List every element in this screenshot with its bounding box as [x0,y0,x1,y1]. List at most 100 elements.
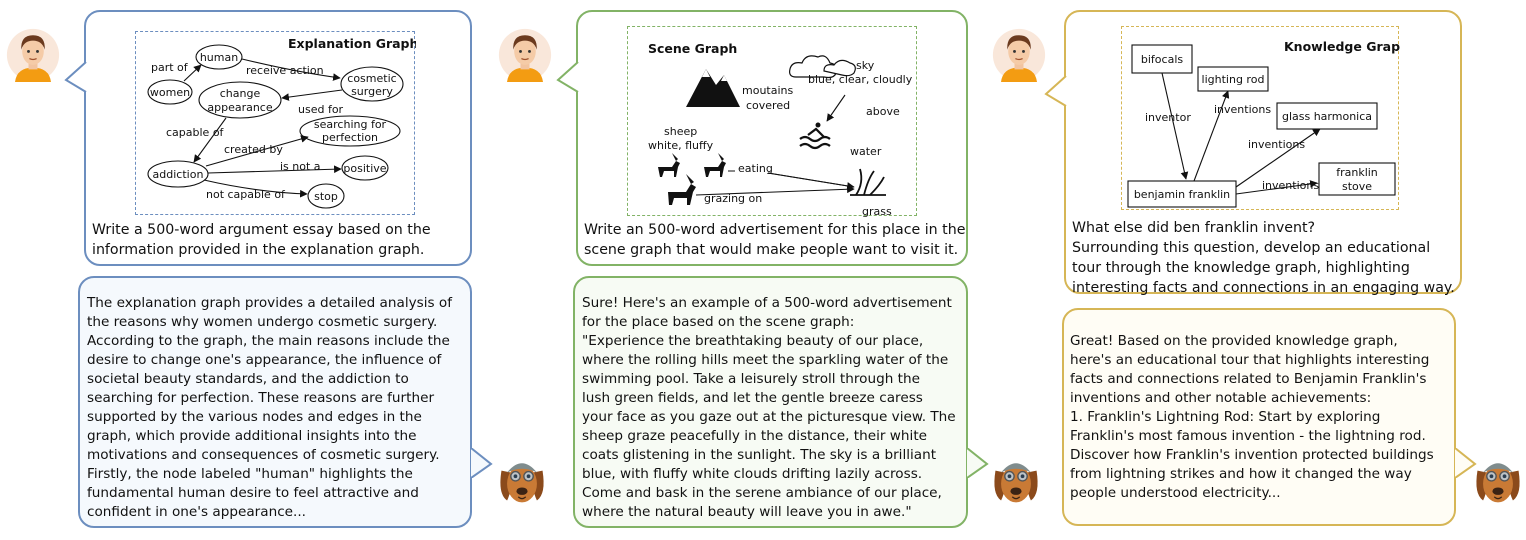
question-text-3: What else did ben franklin invent? Surro… [1072,220,1455,296]
edge-inventor-label: inventor [1145,111,1191,124]
question-text-1: Write a 500-word argument essay based on… [92,222,431,258]
bubble-tail [556,62,579,92]
bubble-tail [1044,76,1067,106]
edge-grazing-on-label: grazing on [704,192,762,205]
sky-attributes-label: blue, clear, cloudly [808,73,913,86]
edge-inventions-1 [1193,90,1230,182]
node-glass-harmonica-label: glass harmonica [1282,110,1372,123]
edge-inventions-1-label: inventions [1214,103,1271,116]
knowledge-graph-canvas: Knowledge Graph bifocals lighting rod gl… [1127,39,1400,208]
question-bubble-3: Knowledge Graph bifocals lighting rod gl… [1044,10,1462,296]
node-positive-label: positive [343,162,386,175]
graph-title: Explanation Graph [288,36,416,51]
mountains-label: moutains [742,84,793,97]
grass-icon [850,168,886,196]
edge-receive-action-label: receive action [246,64,324,77]
edge-created-by [205,135,309,167]
question-bubble-1: Explanation Graph human women cos [64,10,472,266]
sky-label: sky [856,59,875,72]
edge-not-capable-of-label: not capable of [206,188,286,201]
edge-receive-action [241,58,341,81]
scene-graph-canvas: Scene Graph moutains covered sky blue, c… [648,41,913,217]
edge-eating-arrow [767,172,855,190]
node-stove-label: stove [1342,180,1372,193]
answer-text-3: Great! Based on the provided knowledge g… [1070,333,1434,501]
edge-inventor [1161,72,1189,180]
covered-label: covered [746,99,790,112]
scene-graph: Scene Graph moutains covered sky blue, c… [627,26,917,217]
node-glass-harmonica [1276,102,1378,130]
question-text-2: Write an 500-word advertisement for this… [584,222,966,258]
node-bifocals [1131,44,1193,74]
edge-part-of [183,64,202,82]
edge-part-of-label: part of [151,61,189,74]
node-lighting-rod-label: lighting rod [1202,73,1265,86]
node-bifocals-label: bifocals [1141,53,1183,66]
graph-title: Knowledge Graph [1284,39,1400,54]
sheep-label: sheep [664,125,697,138]
question-bubble-2: Scene Graph moutains covered sky blue, c… [556,10,968,266]
bubble-tail [471,448,493,478]
node-franklin-stove [1318,162,1396,196]
edge-created-by-label: created by [224,143,283,156]
edge-inventions-3 [1235,180,1318,195]
user-avatar-icon [992,28,1046,82]
node-stop-label: stop [314,190,338,203]
answer-bubble-2: Sure! Here's an example of a 500-word ad… [573,276,989,528]
node-cosmetic-label: cosmetic [347,72,396,85]
water-label: water [850,145,882,158]
node-appearance-label: appearance [207,101,272,114]
edge-above [826,94,846,122]
node-cosmetic-surgery [340,66,404,102]
dog-robot-avatar-icon [494,452,550,508]
explanation-graph: Explanation Graph human women cos [135,31,416,215]
edge-inventions-2-label: inventions [1248,138,1305,151]
edge-eating-label: eating [738,162,773,175]
grass-label: grass [862,205,892,217]
cloud-icon [789,55,856,79]
node-addiction [147,160,209,188]
node-perfection-label: perfection [322,131,378,144]
edge-grazing-on [695,185,855,196]
node-women-label: women [150,86,190,99]
edge-inventions-3-label: inventions [1262,179,1319,192]
sheep-icon [658,153,726,205]
edge-used-for-label: used for [298,103,344,116]
node-change-appearance [198,81,282,119]
node-change-label: change [220,87,261,100]
dog-robot-avatar-icon [1470,452,1526,508]
bubble-tail [1455,448,1477,478]
node-benjamin-franklin-label: benjamin franklin [1134,188,1230,201]
node-human [195,44,243,70]
edge-above-label: above [866,105,900,118]
node-human-label: human [200,51,238,64]
edge-capable-of [193,117,227,163]
node-searching-label: searching for [314,118,387,131]
edge-used-for [281,89,343,101]
water-icon [799,122,831,150]
node-women [147,79,193,105]
answer-text-2: Sure! Here's an example of a 500-word ad… [582,295,956,520]
node-addiction-label: addiction [153,168,204,181]
node-franklin-label: franklin [1336,166,1378,179]
node-surgery-label: surgery [351,85,393,98]
answer-bubble-1: The explanation graph provides a detaile… [78,276,493,528]
node-stop [307,183,345,209]
user-avatar-icon [498,28,552,82]
user-avatar-icon [6,28,60,82]
node-benjamin-franklin [1127,180,1237,208]
node-searching-for-perfection [299,115,401,147]
edge-is-not-a-label: is not a [280,160,321,173]
explanation-graph-canvas: Explanation Graph human women cos [147,36,416,209]
node-lighting-rod [1197,66,1269,92]
edge-is-not-a [207,165,342,174]
edge-inventions-2 [1235,128,1321,188]
sheep-attributes-label: white, fluffy [648,139,714,152]
answer-text-1: The explanation graph provides a detaile… [87,295,453,520]
node-positive [341,155,389,181]
answer-bubble-3: Great! Based on the provided knowledge g… [1062,308,1477,526]
dog-robot-avatar-icon [988,452,1044,508]
bubble-tail [64,62,87,92]
graph-title: Scene Graph [648,41,737,56]
edge-capable-of-label: capable of [166,126,225,139]
